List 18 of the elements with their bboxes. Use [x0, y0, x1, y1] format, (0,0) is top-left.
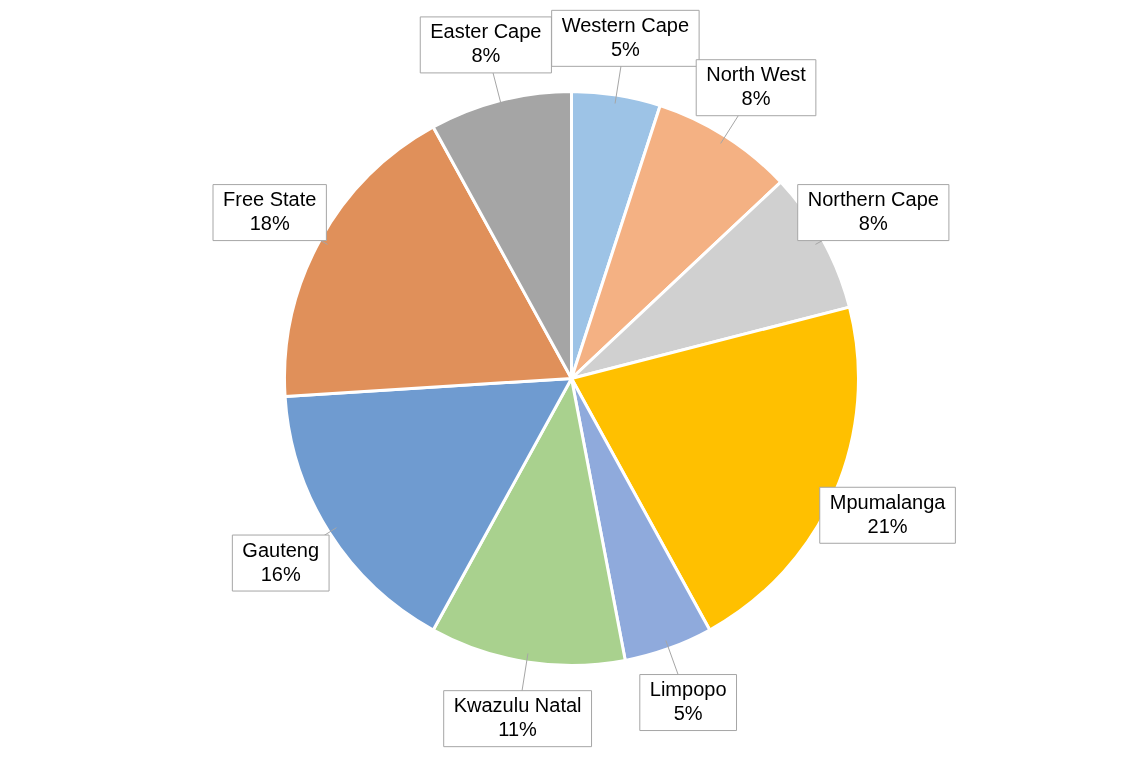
data-label: 5%: [610, 37, 641, 60]
slice-label: Limpopo: [649, 678, 727, 701]
slice-label: Northern Cape: [807, 188, 939, 211]
slice-label: North West: [706, 63, 807, 86]
slice-label: Easter Cape: [430, 20, 542, 43]
slice-label: Mpumalanga: [829, 490, 947, 513]
data-label: 18%: [249, 212, 290, 235]
data-label: 8%: [471, 44, 501, 67]
data-label: 5%: [673, 702, 703, 725]
data-label: 21%: [867, 514, 908, 537]
data-label: 16%: [260, 562, 301, 585]
data-label: 8%: [858, 212, 888, 235]
slice-label: Western Cape: [561, 13, 690, 36]
slice-label: Gauteng: [242, 538, 320, 561]
slice-label: Kwazulu Natal: [453, 694, 582, 717]
slice-label: Free State: [223, 188, 317, 211]
data-label: 8%: [741, 87, 771, 110]
data-label: 11%: [498, 718, 538, 741]
